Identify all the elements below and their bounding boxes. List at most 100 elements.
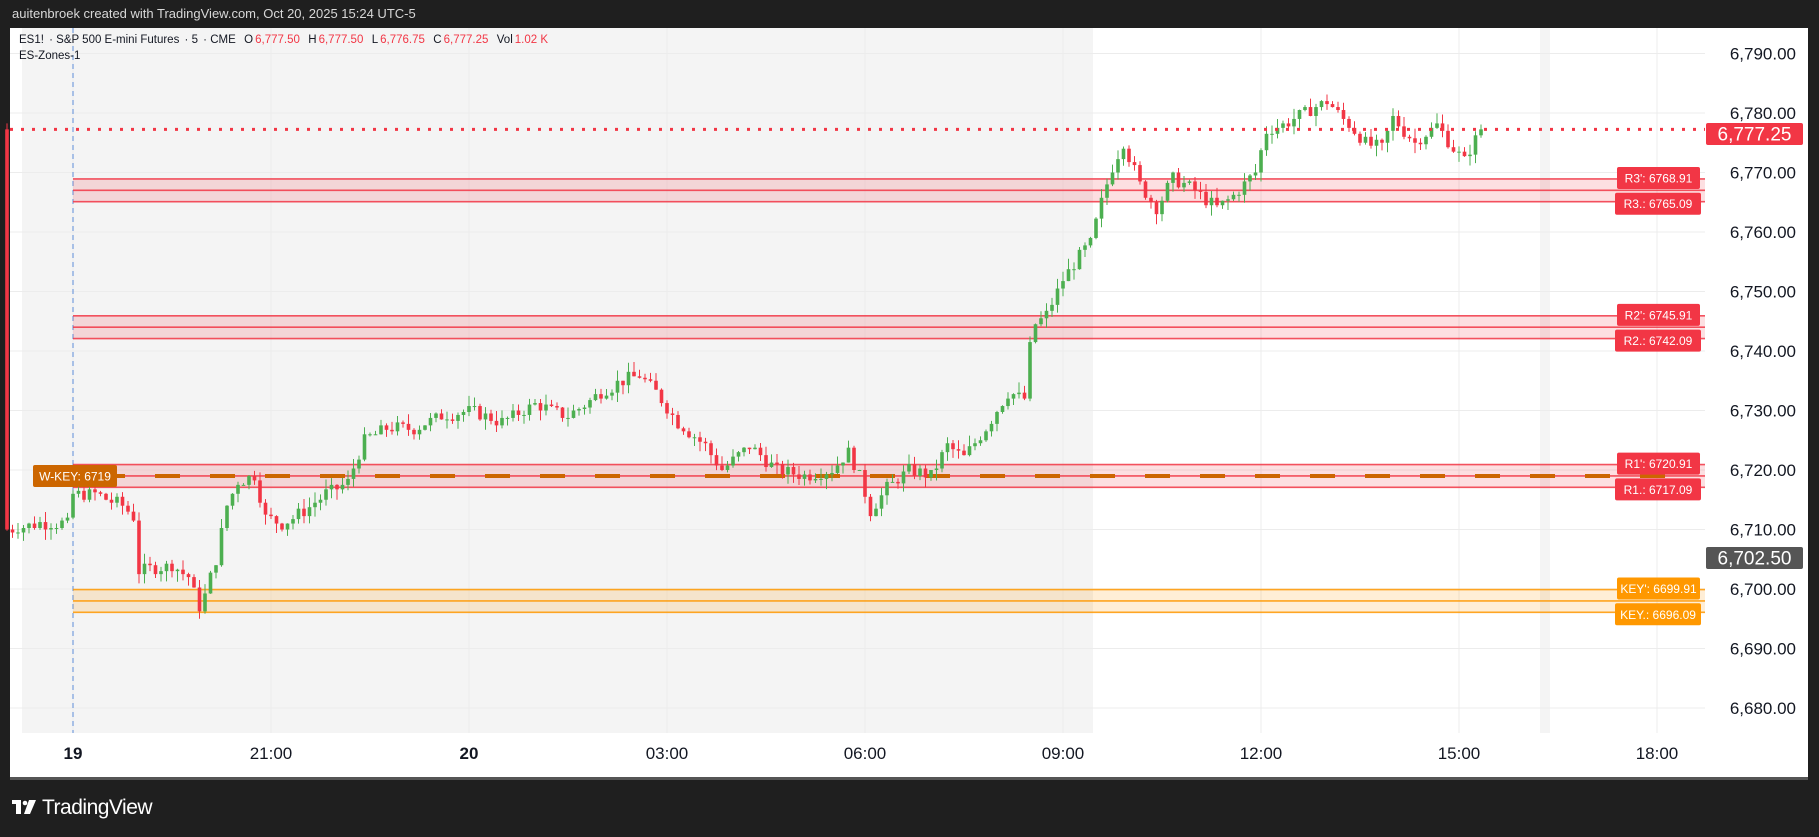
candle xyxy=(923,465,928,488)
candle xyxy=(456,412,460,429)
candle xyxy=(313,492,317,517)
candle xyxy=(214,564,218,579)
candle-body xyxy=(329,484,334,490)
candle xyxy=(1248,174,1252,191)
candle-body xyxy=(1055,288,1060,305)
candle xyxy=(505,416,510,426)
candle-body xyxy=(868,496,873,517)
tradingview-logo-text: TradingView xyxy=(42,796,153,819)
candle-body xyxy=(1044,310,1049,319)
zone-label-lower-text: R3.: 6765.09 xyxy=(1624,197,1693,211)
candle xyxy=(1000,405,1005,414)
candle-body xyxy=(1204,191,1208,206)
zone-label-upper-text: R1': 6720.91 xyxy=(1625,457,1693,471)
candle xyxy=(291,515,295,530)
candle-body xyxy=(406,423,411,430)
candle xyxy=(769,454,774,468)
candle xyxy=(813,473,818,483)
candle-body xyxy=(1242,181,1247,195)
candle-body xyxy=(285,523,290,530)
candle-body xyxy=(76,490,81,494)
candle xyxy=(1336,101,1340,113)
candle xyxy=(1011,393,1016,406)
candle xyxy=(725,461,730,473)
candle-body xyxy=(555,406,559,408)
tradingview-logo[interactable]: TradingView xyxy=(12,796,153,820)
candle xyxy=(1160,196,1164,222)
zone-label-lower-text: R1.: 6717.09 xyxy=(1624,483,1693,497)
candle-body xyxy=(1226,199,1230,201)
candle-body xyxy=(786,467,790,475)
candle xyxy=(32,516,37,530)
candle-body xyxy=(1187,181,1192,183)
candle xyxy=(263,499,268,525)
candle xyxy=(571,404,576,419)
candle xyxy=(324,479,328,506)
candle xyxy=(38,516,42,530)
candle xyxy=(1182,176,1186,192)
candle-body xyxy=(65,517,70,521)
y-tick-label: 6,790.00 xyxy=(1730,45,1796,64)
interval[interactable]: 5 xyxy=(191,34,198,46)
indicator-legend[interactable]: ES-Zones-1 xyxy=(19,50,81,62)
candle-body xyxy=(824,474,829,479)
zone-label-lower-bg xyxy=(1615,603,1701,626)
candle xyxy=(1237,191,1241,202)
candle xyxy=(109,492,114,510)
candle-body xyxy=(813,478,818,481)
candle xyxy=(874,503,878,517)
candle xyxy=(1105,178,1109,206)
candle xyxy=(1396,110,1401,129)
candle xyxy=(65,512,70,524)
candle-body xyxy=(681,428,686,432)
candle xyxy=(115,493,119,508)
candle xyxy=(929,469,933,481)
candle xyxy=(659,388,664,407)
candle xyxy=(461,409,466,422)
candle-body xyxy=(159,571,163,575)
candle-body xyxy=(362,434,367,460)
candle-body xyxy=(1407,136,1412,139)
symbol[interactable]: ES1! xyxy=(19,34,44,46)
candle-body xyxy=(307,507,312,517)
candle xyxy=(643,373,647,383)
candle xyxy=(175,568,180,582)
candle xyxy=(1138,161,1142,185)
candle xyxy=(1028,336,1032,402)
candle-body xyxy=(478,406,482,420)
zone-label-upper-text: R3': 6768.91 xyxy=(1625,171,1693,185)
candle-body xyxy=(1143,181,1148,198)
candle xyxy=(995,410,999,432)
candle xyxy=(500,410,504,429)
candle xyxy=(527,398,532,421)
candle-body xyxy=(577,409,581,411)
candle-body xyxy=(241,484,246,486)
candle-body xyxy=(505,417,510,419)
candle-body xyxy=(296,508,301,520)
candle xyxy=(1418,138,1423,151)
candle xyxy=(1413,128,1417,154)
candle-body xyxy=(753,447,757,450)
candle-body xyxy=(1424,136,1428,145)
candle-body xyxy=(1193,181,1197,191)
candle xyxy=(335,484,339,500)
zone-label-upper: KEY': 6699.91 xyxy=(1617,577,1700,600)
candle-body xyxy=(1231,194,1236,200)
candle-body xyxy=(852,447,856,470)
candle xyxy=(1363,132,1368,145)
candle-body xyxy=(692,437,697,439)
candle xyxy=(544,394,548,416)
candle-body xyxy=(489,413,493,421)
candle-body xyxy=(131,511,136,521)
candle-body xyxy=(60,520,64,529)
candle xyxy=(318,494,323,511)
y-tick-label: 6,690.00 xyxy=(1730,640,1796,659)
candle-body xyxy=(428,417,433,426)
candle xyxy=(890,474,895,483)
x-tick-label: 21:00 xyxy=(250,744,293,763)
candle xyxy=(654,373,658,390)
candle xyxy=(346,470,350,491)
candle-body xyxy=(269,514,273,517)
candle xyxy=(285,523,290,536)
